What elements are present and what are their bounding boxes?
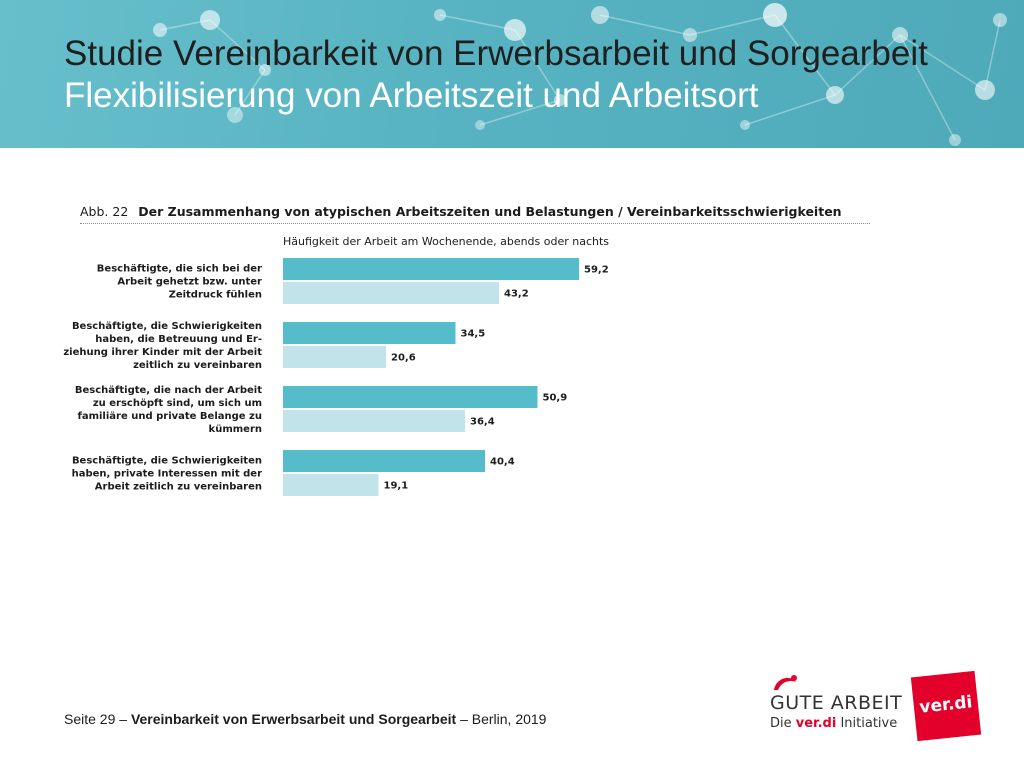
- value-label: 43,2: [504, 289, 529, 300]
- footer-separator: –: [119, 711, 128, 727]
- verdi-logo: ver.di: [910, 670, 982, 742]
- footer-place-year: Berlin, 2019: [471, 711, 547, 727]
- category-label: zu erschöpft sind, um sich um: [93, 398, 262, 409]
- bar: [283, 474, 379, 496]
- footer: Seite 29 – Vereinbarkeit von Erwerbsarbe…: [64, 711, 546, 727]
- bar: [283, 258, 579, 280]
- category-label: haben, die Betreuung und Er-: [95, 334, 262, 345]
- category-label: kümmern: [209, 424, 262, 435]
- value-label: 59,2: [584, 265, 609, 276]
- bar: [283, 346, 386, 368]
- footer-study-title: Vereinbarkeit von Erwerbsarbeit und Sorg…: [130, 711, 457, 727]
- gute-arbeit-logo: GUTE ARBEIT Die ver.di Initiative: [770, 672, 903, 736]
- value-label: 34,5: [461, 329, 486, 340]
- verdi-logo-text: ver.di: [918, 692, 974, 718]
- tagline-die: Die: [770, 716, 792, 731]
- category-label: zeitlich zu vereinbaren: [133, 360, 262, 371]
- value-label: 36,4: [470, 417, 495, 428]
- series-label: Häufigkeit der Arbeit am Wochenende, abe…: [283, 235, 609, 248]
- category-label: familiäre und private Belange zu: [77, 411, 262, 422]
- network-background-icon: [153, 3, 1007, 146]
- category-label: Beschäftigte, die Schwierigkeiten: [72, 456, 262, 467]
- value-label: 20,6: [391, 353, 416, 364]
- category-label: Arbeit gehetzt bzw. unter: [117, 277, 262, 288]
- gute-arbeit-swoosh-icon: [774, 675, 797, 690]
- tagline-initiative: Initiative: [840, 716, 898, 731]
- figure-caption-text: Der Zusammenhang von atypischen Arbeitsz…: [138, 204, 842, 219]
- bar: [283, 322, 456, 344]
- value-label: 40,4: [490, 457, 515, 468]
- gute-arbeit-tagline: Die ver.di Initiative: [770, 716, 897, 731]
- category-label: ziehung ihrer Kinder mit der Arbeit: [63, 347, 262, 358]
- page-subtitle: Flexibilisierung von Arbeitszeit und Arb…: [64, 76, 759, 115]
- value-label: 50,9: [543, 393, 568, 404]
- category-label: haben, private Interessen mit der: [72, 469, 262, 480]
- value-label: 19,1: [384, 481, 409, 492]
- category-label: Arbeit zeitlich zu vereinbaren: [95, 482, 262, 493]
- header-banner: Studie Vereinbarkeit von Erwerbsarbeit u…: [0, 0, 1024, 148]
- gute-arbeit-name: GUTE ARBEIT: [770, 692, 903, 714]
- tagline-verdi: ver.di: [795, 716, 837, 731]
- bar: [283, 410, 465, 432]
- category-label: Zeitdruck fühlen: [169, 290, 262, 301]
- caption-divider: [80, 223, 870, 224]
- category-label: Beschäftigte, die sich bei der: [97, 264, 262, 275]
- footer-page-number: Seite 29: [64, 711, 116, 727]
- bar: [283, 282, 499, 304]
- page-title: Studie Vereinbarkeit von Erwerbsarbeit u…: [64, 34, 928, 73]
- figure-number: Abb. 22: [80, 204, 129, 219]
- category-label: Beschäftigte, die Schwierigkeiten: [72, 321, 262, 332]
- bar: [283, 386, 538, 408]
- figure-caption: Abb. 22 Der Zusammenhang von atypischen …: [80, 204, 842, 219]
- category-label: Beschäftigte, die nach der Arbeit: [75, 385, 262, 396]
- footer-separator: –: [460, 711, 468, 727]
- bar: [283, 450, 485, 472]
